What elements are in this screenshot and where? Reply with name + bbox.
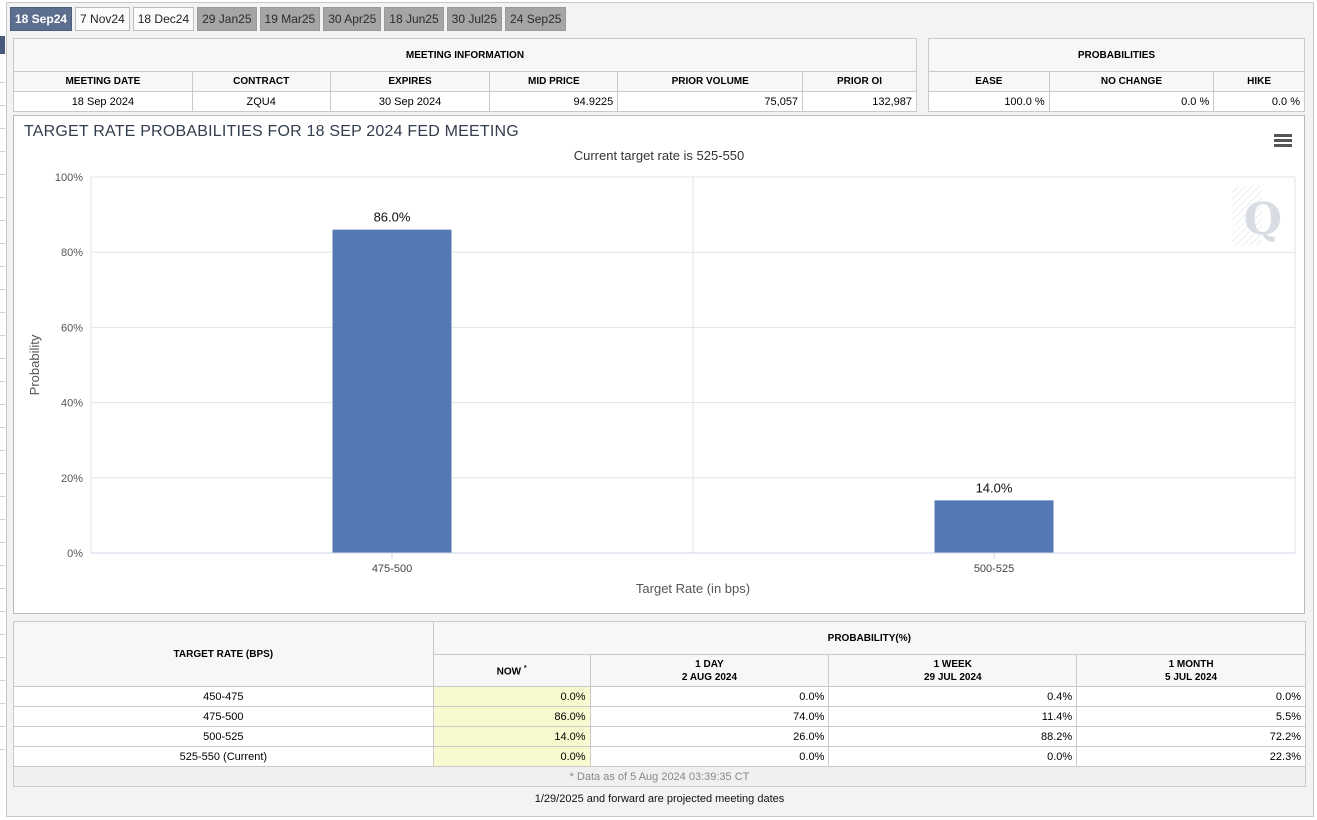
x-tick-label: 500-525 [974,563,1014,575]
one-day-probability-cell: 0.0% [589,686,830,707]
meeting-date-value: 18 Sep 2024 [13,91,193,112]
tab-meeting-2[interactable]: 18 Dec24 [132,7,195,31]
prior-volume-value: 75,057 [617,91,804,112]
one-month-probability-cell: 0.0% [1076,686,1306,707]
target-rate-cell: 450-475 [13,686,434,707]
y-tick-label: 20% [61,473,83,485]
table-row: 475-500 86.0% 74.0% 11.4% 5.5% [13,706,1306,727]
contract-value: ZQU4 [191,91,331,112]
one-month-probability-cell: 72.2% [1076,726,1306,747]
y-tick-label: 100% [55,172,83,184]
table-row: 525-550 (Current) 0.0% 0.0% 0.0% 22.3% [13,746,1306,767]
one-month-probability-cell: 22.3% [1076,746,1306,767]
header-no-change: NO CHANGE [1048,71,1215,92]
tab-meeting-8[interactable]: 24 Sep25 [505,7,567,31]
projected-dates-note: 1/29/2025 and forward are projected meet… [13,788,1306,810]
y-axis-title: Probability [27,334,42,395]
mid-price-value: 94.9225 [489,91,619,112]
y-tick-label: 60% [61,322,83,334]
one-day-probability-cell: 0.0% [589,746,830,767]
tab-meeting-5[interactable]: 30 Apr25 [323,7,382,31]
now-probability-cell: 14.0% [432,726,591,747]
table-row: 450-475 0.0% 0.0% 0.4% 0.0% [13,686,1306,707]
x-tick-label: 475-500 [372,563,412,575]
one-month-probability-cell: 5.5% [1076,706,1306,727]
header-probability: PROBABILITY(%) [432,621,1307,655]
header-hike: HIKE [1213,71,1305,92]
no-change-value: 0.0 % [1048,91,1215,112]
header-mid-price: MID PRICE [489,71,619,92]
probabilities-title: PROBABILITIES [928,38,1305,72]
tab-meeting-7[interactable]: 30 Jul25 [446,7,503,31]
now-probability-cell: 0.0% [432,746,591,767]
now-probability-cell: 0.0% [432,686,591,707]
hamburger-menu-icon[interactable] [1274,134,1292,148]
left-edge-ruler [0,60,5,760]
header-1-month: 1 MONTH 5 JUL 2024 [1076,654,1306,687]
one-week-probability-cell: 0.4% [828,686,1078,707]
header-ease: EASE [928,71,1050,92]
one-week-probability-cell: 11.4% [828,706,1078,727]
probabilities-table: PROBABILITIES EASE NO CHANGE HIKE 100.0 … [928,38,1305,112]
y-tick-label: 40% [61,398,83,410]
ease-value: 100.0 % [928,91,1050,112]
header-contract: CONTRACT [191,71,331,92]
header-meeting-date: MEETING DATE [13,71,193,92]
header-prior-volume: PRIOR VOLUME [617,71,804,92]
one-week-probability-cell: 0.0% [828,746,1078,767]
target-rate-cell: 525-550 (Current) [13,746,434,767]
bar-500-525 [934,500,1054,553]
header-target-rate: TARGET RATE (BPS) [13,621,434,687]
tab-meeting-4[interactable]: 19 Mar25 [259,7,321,31]
tab-meeting-6[interactable]: 18 Jun25 [384,7,444,31]
meeting-info-title: MEETING INFORMATION [13,38,917,72]
one-day-probability-cell: 26.0% [589,726,830,747]
target-rate-probability-table: TARGET RATE (BPS) PROBABILITY(%) NOW * 1… [13,621,1307,787]
meeting-tabs: 18 Sep24 7 Nov24 18 Dec24 29 Jan25 19 Mar25 3… [10,7,567,31]
left-edge-marker [0,36,5,54]
chart-title: TARGET RATE PROBABILITIES FOR 18 SEP 202… [24,123,519,140]
prior-oi-value: 132,987 [802,91,917,112]
now-probability-cell: 86.0% [432,706,591,727]
y-tick-label: 0% [67,548,83,560]
header-prior-oi: PRIOR OI [802,71,917,92]
tab-meeting-1[interactable]: 7 Nov24 [75,7,130,31]
one-day-probability-cell: 74.0% [589,706,830,727]
data-label: 14.0% [976,480,1013,495]
one-week-probability-cell: 88.2% [828,726,1078,747]
meeting-information-table: MEETING INFORMATION MEETING DATE CONTRAC… [13,38,917,112]
now-asterisk: * [523,665,527,673]
chart-subtitle: Current target rate is 525-550 [573,148,745,163]
table-row: 500-525 14.0% 26.0% 88.2% 72.2% [13,726,1306,747]
watermark-pattern [1232,186,1262,246]
chart-panel: TARGET RATE PROBABILITIES FOR 18 SEP 202… [13,115,1305,614]
x-axis-title: Target Rate (in bps) [636,581,750,596]
header-1-week: 1 WEEK 29 JUL 2024 [828,654,1078,687]
data-timestamp-footnote: * Data as of 5 Aug 2024 03:39:35 CT [13,766,1306,787]
y-tick-label: 80% [61,247,83,259]
tab-meeting-0[interactable]: 18 Sep24 [10,7,73,31]
hike-value: 0.0 % [1213,91,1305,112]
header-expires: EXPIRES [329,71,491,92]
q-logo-watermark-icon: Q [1243,194,1282,245]
tab-meeting-3[interactable]: 29 Jan25 [197,7,257,31]
expires-value: 30 Sep 2024 [329,91,491,112]
bar-chart: 0% 20% 40% 60% 80% 100% 86.0% 475-500 14.0% 500-5… [27,172,1296,596]
header-1-day: 1 DAY 2 AUG 2024 [589,654,830,687]
bar-475-500 [332,229,452,553]
target-rate-cell: 475-500 [13,706,434,727]
target-rate-cell: 500-525 [13,726,434,747]
data-label: 86.0% [374,210,411,225]
header-now: NOW * [432,654,591,687]
